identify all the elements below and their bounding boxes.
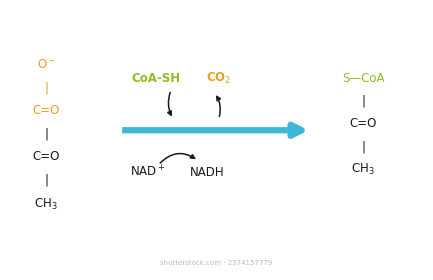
Text: |: | — [44, 128, 48, 141]
Text: |: | — [361, 141, 365, 153]
Text: NAD$^+$: NAD$^+$ — [129, 164, 165, 180]
Text: C=O: C=O — [32, 150, 60, 163]
Text: S—CoA: S—CoA — [342, 72, 385, 85]
Text: CO$_2$: CO$_2$ — [206, 71, 231, 86]
Text: CH$_3$: CH$_3$ — [352, 162, 375, 177]
Text: |: | — [44, 82, 48, 95]
Text: C=O: C=O — [349, 117, 377, 130]
Text: shutterstock.com · 2374157779: shutterstock.com · 2374157779 — [160, 260, 273, 266]
Text: C=O: C=O — [32, 104, 60, 117]
Text: CoA-SH: CoA-SH — [132, 72, 181, 85]
Text: O$^-$: O$^-$ — [36, 58, 55, 71]
Text: NADH: NADH — [190, 165, 224, 179]
Text: CH$_3$: CH$_3$ — [34, 197, 58, 212]
Text: |: | — [44, 174, 48, 187]
Text: |: | — [361, 94, 365, 108]
